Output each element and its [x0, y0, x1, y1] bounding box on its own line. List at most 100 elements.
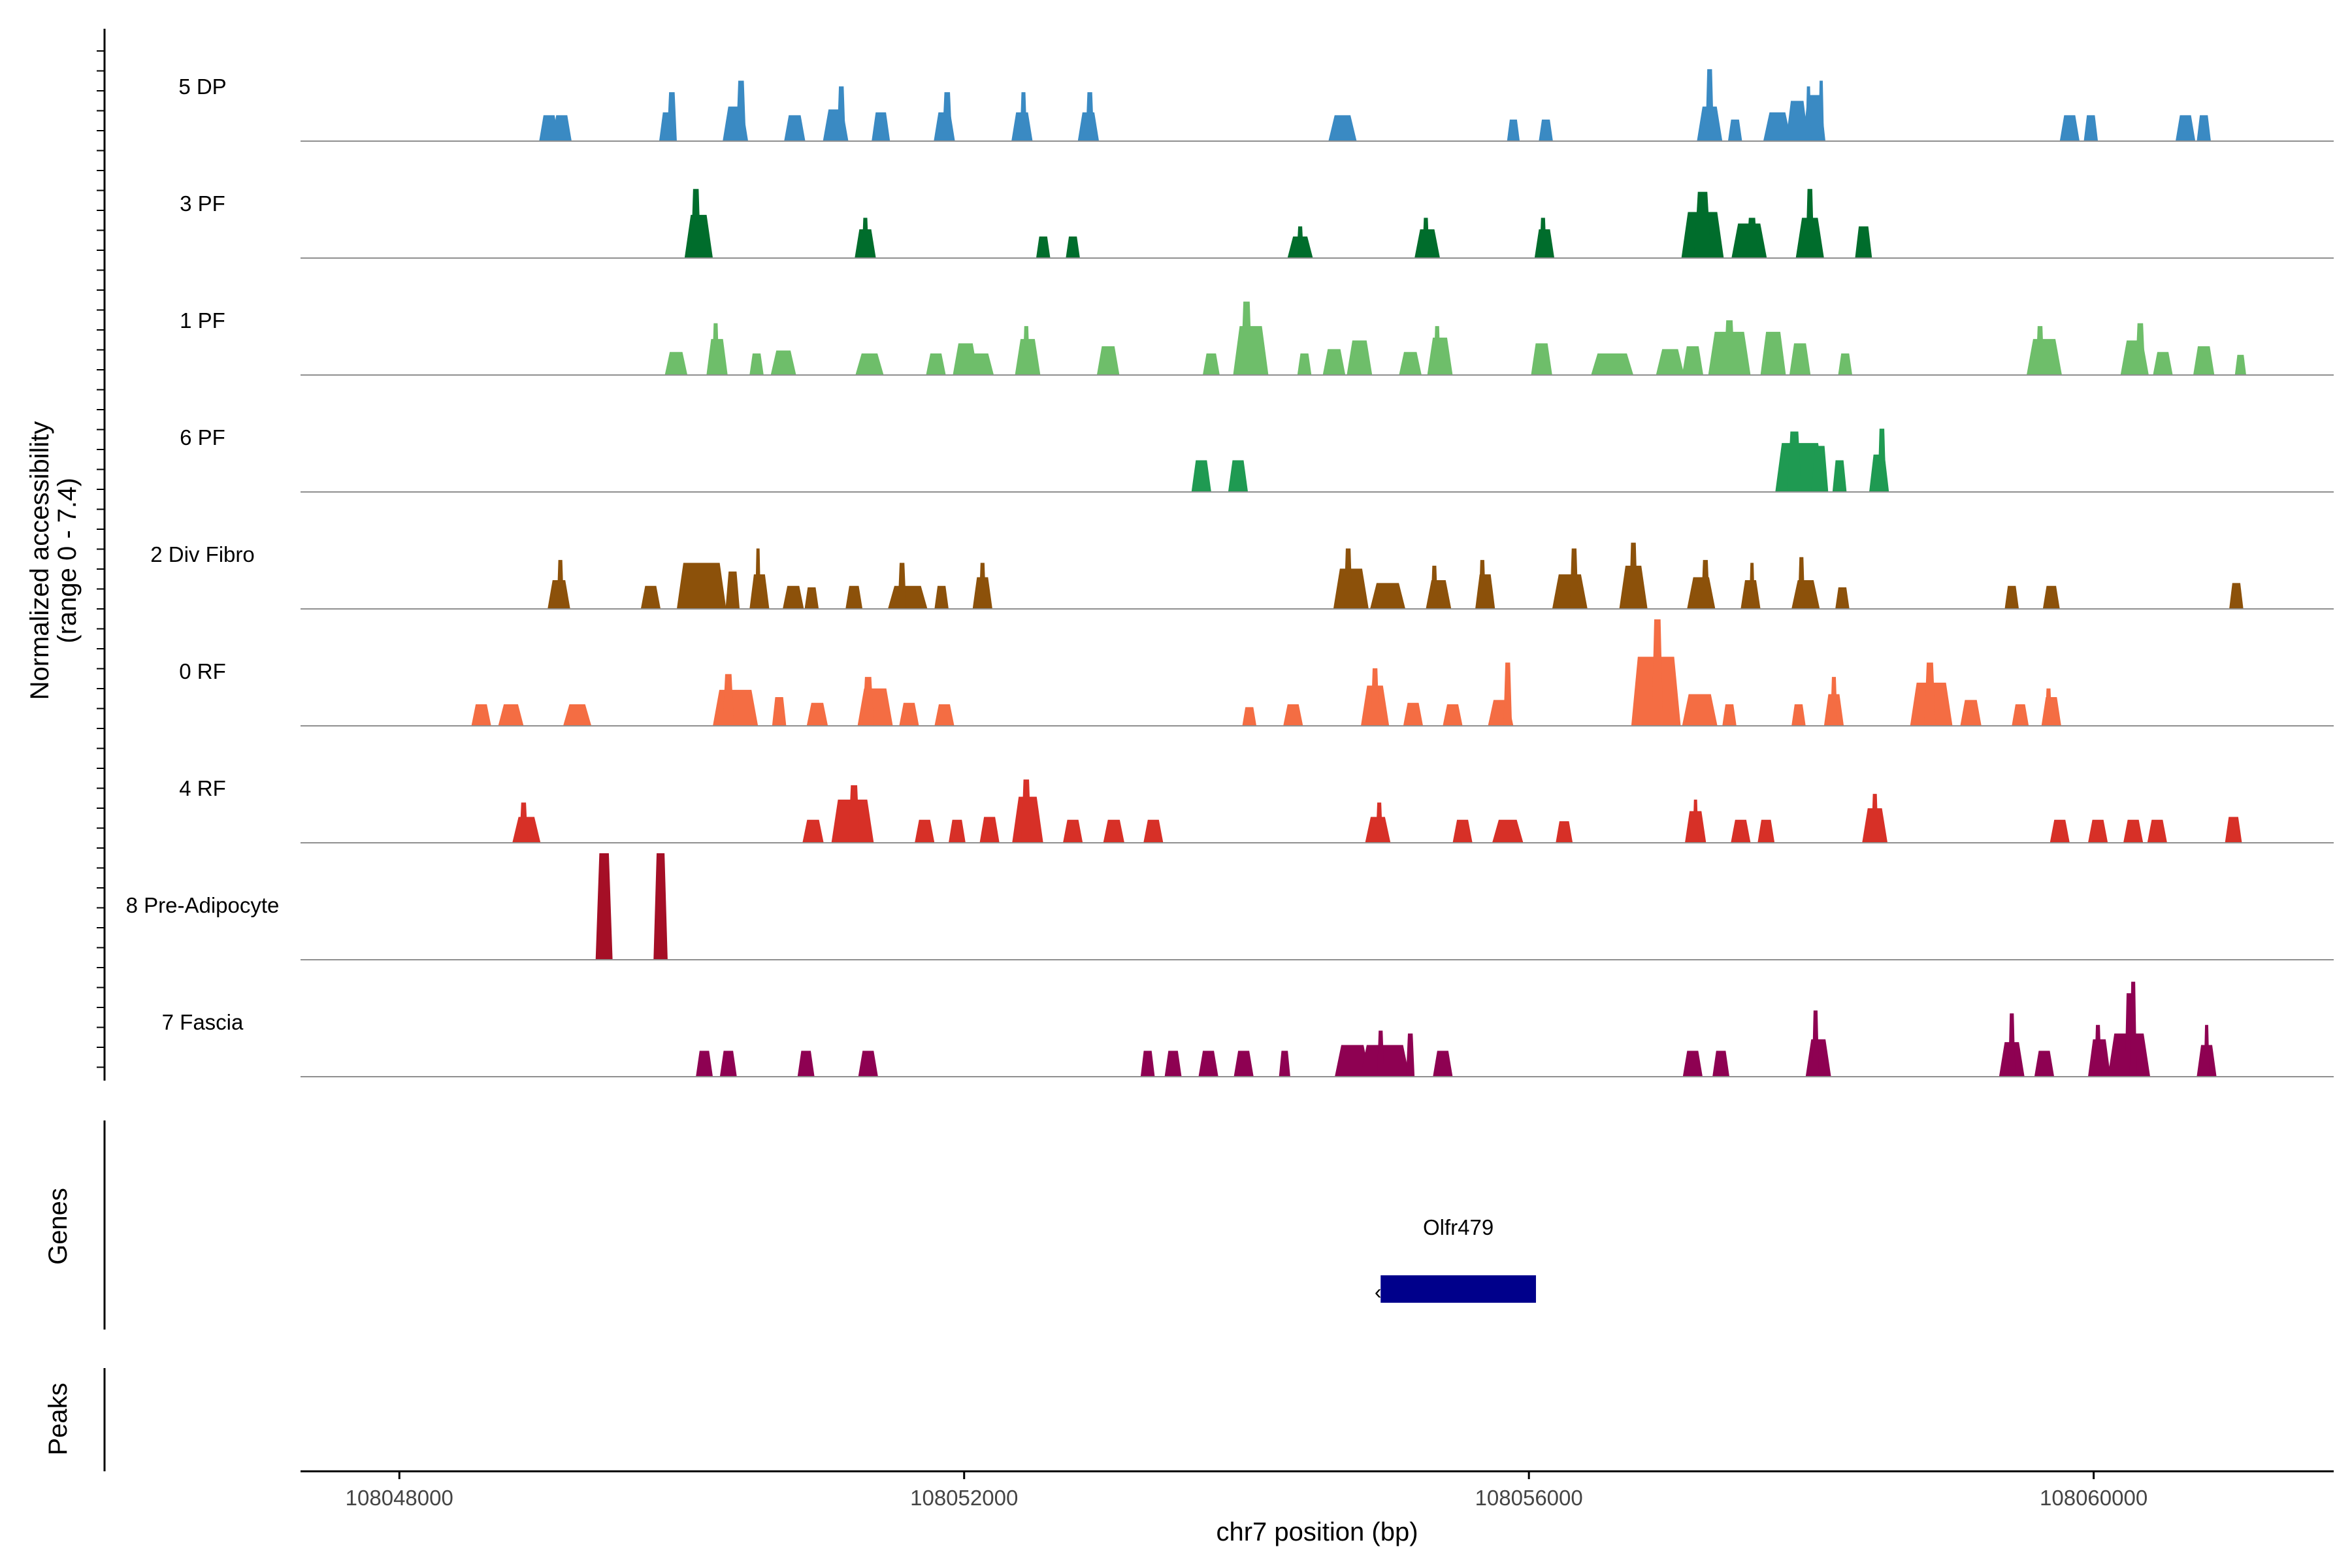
coverage-peak — [1283, 704, 1303, 726]
coverage-peak — [772, 696, 787, 726]
coverage-peak — [471, 704, 491, 726]
gene-label: Olfr479 — [1423, 1215, 1494, 1239]
coverage-peak — [2034, 1051, 2055, 1077]
coverage-peak — [1228, 460, 1249, 492]
coverage-peak — [1763, 112, 1792, 141]
coverage-peak — [2026, 338, 2062, 375]
coverage-peak — [1433, 326, 1441, 375]
coverage-peak — [2008, 1013, 2016, 1077]
coverage-peak — [557, 560, 564, 609]
track-2-div-fibro: 2 Div Fibro — [150, 542, 2334, 610]
coverage-peak — [1692, 799, 1699, 843]
coverage-peak — [2059, 115, 2080, 141]
coverage-peak — [1812, 1010, 1820, 1077]
track-label: 2 Div Fibro — [150, 542, 255, 566]
peaks-track-label: Peaks — [44, 1382, 73, 1455]
coverage-peak — [653, 853, 668, 960]
coverage-peak — [855, 353, 884, 375]
coverage-peak — [804, 587, 819, 609]
coverage-peak — [1682, 346, 1704, 375]
track-label: 8 Pre-Adipocyte — [126, 893, 280, 917]
coverage-peak — [1322, 349, 1346, 375]
coverage-peak — [719, 1051, 737, 1077]
coverage-peak — [934, 704, 955, 726]
coverage-peak — [1433, 1051, 1453, 1077]
x-tick-label: 108056000 — [1475, 1486, 1583, 1510]
coverage-peak — [1786, 101, 1809, 141]
gene-body — [1380, 1275, 1536, 1303]
coverage-peak — [1198, 1051, 1218, 1077]
coverage-peak — [1344, 548, 1353, 609]
coverage-peak — [551, 115, 572, 141]
strand-arrow-icon: ‹ — [1375, 1280, 1382, 1303]
coverage-peak — [1191, 460, 1211, 492]
track-6-pf: 6 PF — [180, 425, 2334, 493]
coverage-peak — [1233, 1051, 1254, 1077]
coverage-peak — [1063, 819, 1083, 843]
coverage-peak — [1556, 821, 1573, 843]
coverage-peak — [1701, 560, 1710, 609]
coverage-peak — [1877, 429, 1886, 492]
coverage-peak — [676, 563, 727, 609]
coverage-peak — [1399, 351, 1422, 375]
coverage-peak — [1297, 353, 1312, 375]
coverage-peak — [2193, 346, 2215, 375]
coverage-peak — [1811, 446, 1829, 492]
coverage-peak — [2197, 115, 2211, 141]
track-3-pf: 3 PF — [180, 189, 2334, 259]
coverage-peak — [1687, 577, 1716, 609]
track-7-fascia: 7 Fascia — [162, 981, 2334, 1077]
coverage-peak — [1838, 353, 1853, 375]
coverage-peak — [1452, 819, 1473, 843]
coverage-peak — [845, 585, 863, 609]
coverage-peak — [899, 702, 919, 726]
coverage-peak — [725, 571, 740, 609]
coverage-peak — [1296, 226, 1304, 258]
coverage-peak — [2050, 819, 2070, 843]
coverage-peak — [1629, 542, 1638, 609]
coverage-peak — [1403, 702, 1424, 726]
coverage-peak — [948, 819, 966, 843]
x-tick-label: 108048000 — [346, 1486, 453, 1510]
coverage-peak — [664, 351, 688, 375]
coverage-peak — [862, 218, 869, 258]
coverage-peak — [1422, 218, 1429, 258]
coverage-peak — [942, 92, 953, 141]
coverage-peak — [1591, 353, 1634, 375]
coverage-peak — [898, 563, 907, 609]
coverage-peak — [1478, 560, 1486, 609]
coverage-peak — [1789, 343, 1811, 375]
genes-track: ‹ Olfr479 — [103, 1120, 1536, 1330]
coverage-peak — [1797, 557, 1805, 609]
coverage-peak — [1370, 583, 1406, 609]
x-axis-title: chr7 position (bp) — [1216, 1518, 1418, 1546]
coverage-peak — [696, 1051, 713, 1077]
track-label: 5 DP — [178, 74, 226, 99]
coverage-peak — [2087, 819, 2108, 843]
coverage-peak — [1539, 119, 1553, 141]
coverage-peak — [1140, 1051, 1155, 1077]
track-label: 4 RF — [179, 776, 226, 800]
coverage-peak — [1430, 565, 1438, 609]
coverage-peak — [1818, 80, 1824, 141]
coverage-peak — [1960, 700, 1982, 726]
coverage-peak — [1760, 331, 1786, 375]
coverage-peak — [837, 86, 846, 141]
coverage-peak — [1539, 218, 1547, 258]
coverage-peak — [1835, 587, 1850, 609]
coverage-peak — [1531, 343, 1552, 375]
coverage-peak — [1036, 236, 1051, 258]
genes-track-label: Genes — [44, 1188, 73, 1265]
coverage-peak — [2123, 819, 2144, 843]
coverage-peak — [1202, 353, 1220, 375]
coverage-peak — [915, 819, 935, 843]
coverage-peak — [1569, 548, 1578, 609]
track-label: 1 PF — [180, 308, 225, 333]
coverage-peak — [2175, 115, 2196, 141]
coverage-peak — [2153, 351, 2173, 375]
coverage-peak — [848, 785, 860, 843]
coverage-peak — [1021, 779, 1032, 843]
coverage-peak — [1682, 694, 1718, 726]
coverage-peak — [1406, 1033, 1415, 1077]
